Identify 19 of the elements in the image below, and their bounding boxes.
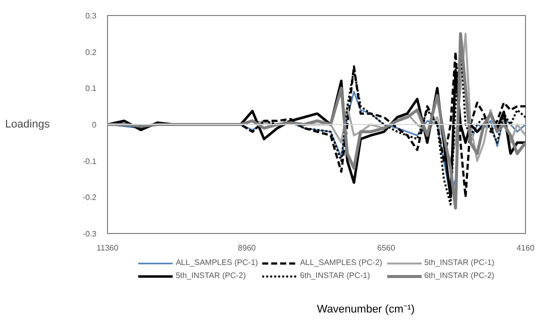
x-tick-label: 8960: [238, 244, 256, 252]
y-tick-label: -0.3: [82, 230, 98, 238]
y-tick-label: 0: [92, 120, 98, 130]
legend-label: ALL_SAMPLES (PC-2): [300, 258, 382, 267]
y-tick-label: 0.3: [85, 12, 98, 20]
legend-label: 5th_INSTAR (PC-1): [424, 258, 494, 267]
legend-label: ALL_SAMPLES (PC-1): [176, 258, 258, 267]
legend-label: 6th_INSTAR (PC-2): [424, 271, 494, 280]
y-tick-label: -0.2: [82, 193, 98, 202]
y-tick-label: 0.2: [85, 48, 98, 57]
x-tick-label: 6560: [377, 244, 396, 252]
y-tick-label: -0.1: [82, 156, 98, 166]
x-tick-label: 4160: [516, 244, 535, 252]
x-tick-label: 11360: [96, 244, 119, 252]
legend-label: 6th_INSTAR (PC-1): [300, 271, 370, 280]
y-tick-label: 0.1: [85, 84, 98, 94]
x-axis-title: Wavenumber (cm⁻¹): [316, 304, 415, 316]
y-axis-title: Loadings: [5, 118, 50, 130]
legend-label: 5th_INSTAR (PC-2): [176, 271, 246, 280]
